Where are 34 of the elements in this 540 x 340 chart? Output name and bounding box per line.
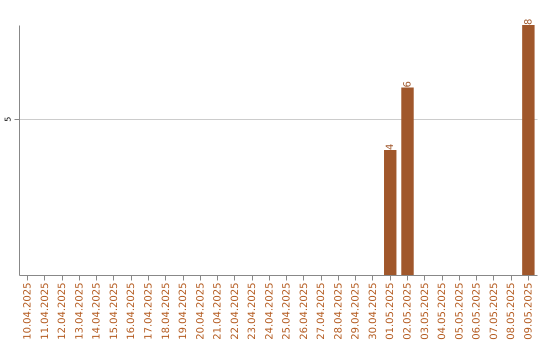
x-tick-label: 25.04.2025 (282, 282, 293, 340)
x-tick-label: 04.05.2025 (437, 282, 448, 340)
x-tick-label: 06.05.2025 (472, 282, 483, 340)
data-label: 6 (402, 81, 414, 88)
x-tick-label: 20.04.2025 (195, 282, 206, 340)
x-tick-label: 19.04.2025 (178, 282, 190, 340)
x-tick-label: 02.05.2025 (402, 282, 414, 340)
x-tick-label: 16.04.2025 (126, 282, 138, 340)
x-tick-label: 01.05.2025 (385, 282, 396, 340)
x-tick-label: 11.04.2025 (40, 282, 51, 340)
x-tick-label: 29.04.2025 (350, 282, 362, 340)
x-tick-label: 03.05.2025 (420, 282, 431, 340)
x-tick-label: 10.04.2025 (22, 282, 34, 340)
y-tick-label: 5 (4, 116, 12, 122)
x-tick-label: 26.04.2025 (298, 282, 310, 340)
x-tick-label: 07.05.2025 (488, 282, 500, 340)
x-tick-label: 22.04.2025 (230, 282, 241, 340)
data-label: 8 (523, 18, 534, 25)
x-tick-label: 28.04.2025 (333, 282, 344, 340)
x-tick-label: 15.04.2025 (108, 282, 120, 340)
x-tick-label: 30.04.2025 (368, 282, 379, 340)
x-tick-label: 08.05.2025 (506, 282, 518, 340)
x-tick-label: 21.04.2025 (212, 282, 224, 340)
data-label: 4 (385, 144, 396, 150)
x-tick-label: 27.04.2025 (316, 282, 328, 340)
x-tick-label: 09.05.2025 (523, 282, 534, 340)
x-tick-label: 05.05.2025 (454, 282, 466, 340)
x-tick-label: 13.04.2025 (74, 282, 86, 340)
x-tick-label: 17.04.2025 (144, 282, 154, 340)
x-tick-label: 24.04.2025 (264, 282, 276, 340)
x-tick-label: 14.04.2025 (92, 282, 103, 340)
x-tick-label: 18.04.2025 (160, 282, 172, 340)
x-tick-label: 23.04.2025 (247, 282, 258, 340)
x-tick-label: 12.04.2025 (57, 282, 68, 340)
